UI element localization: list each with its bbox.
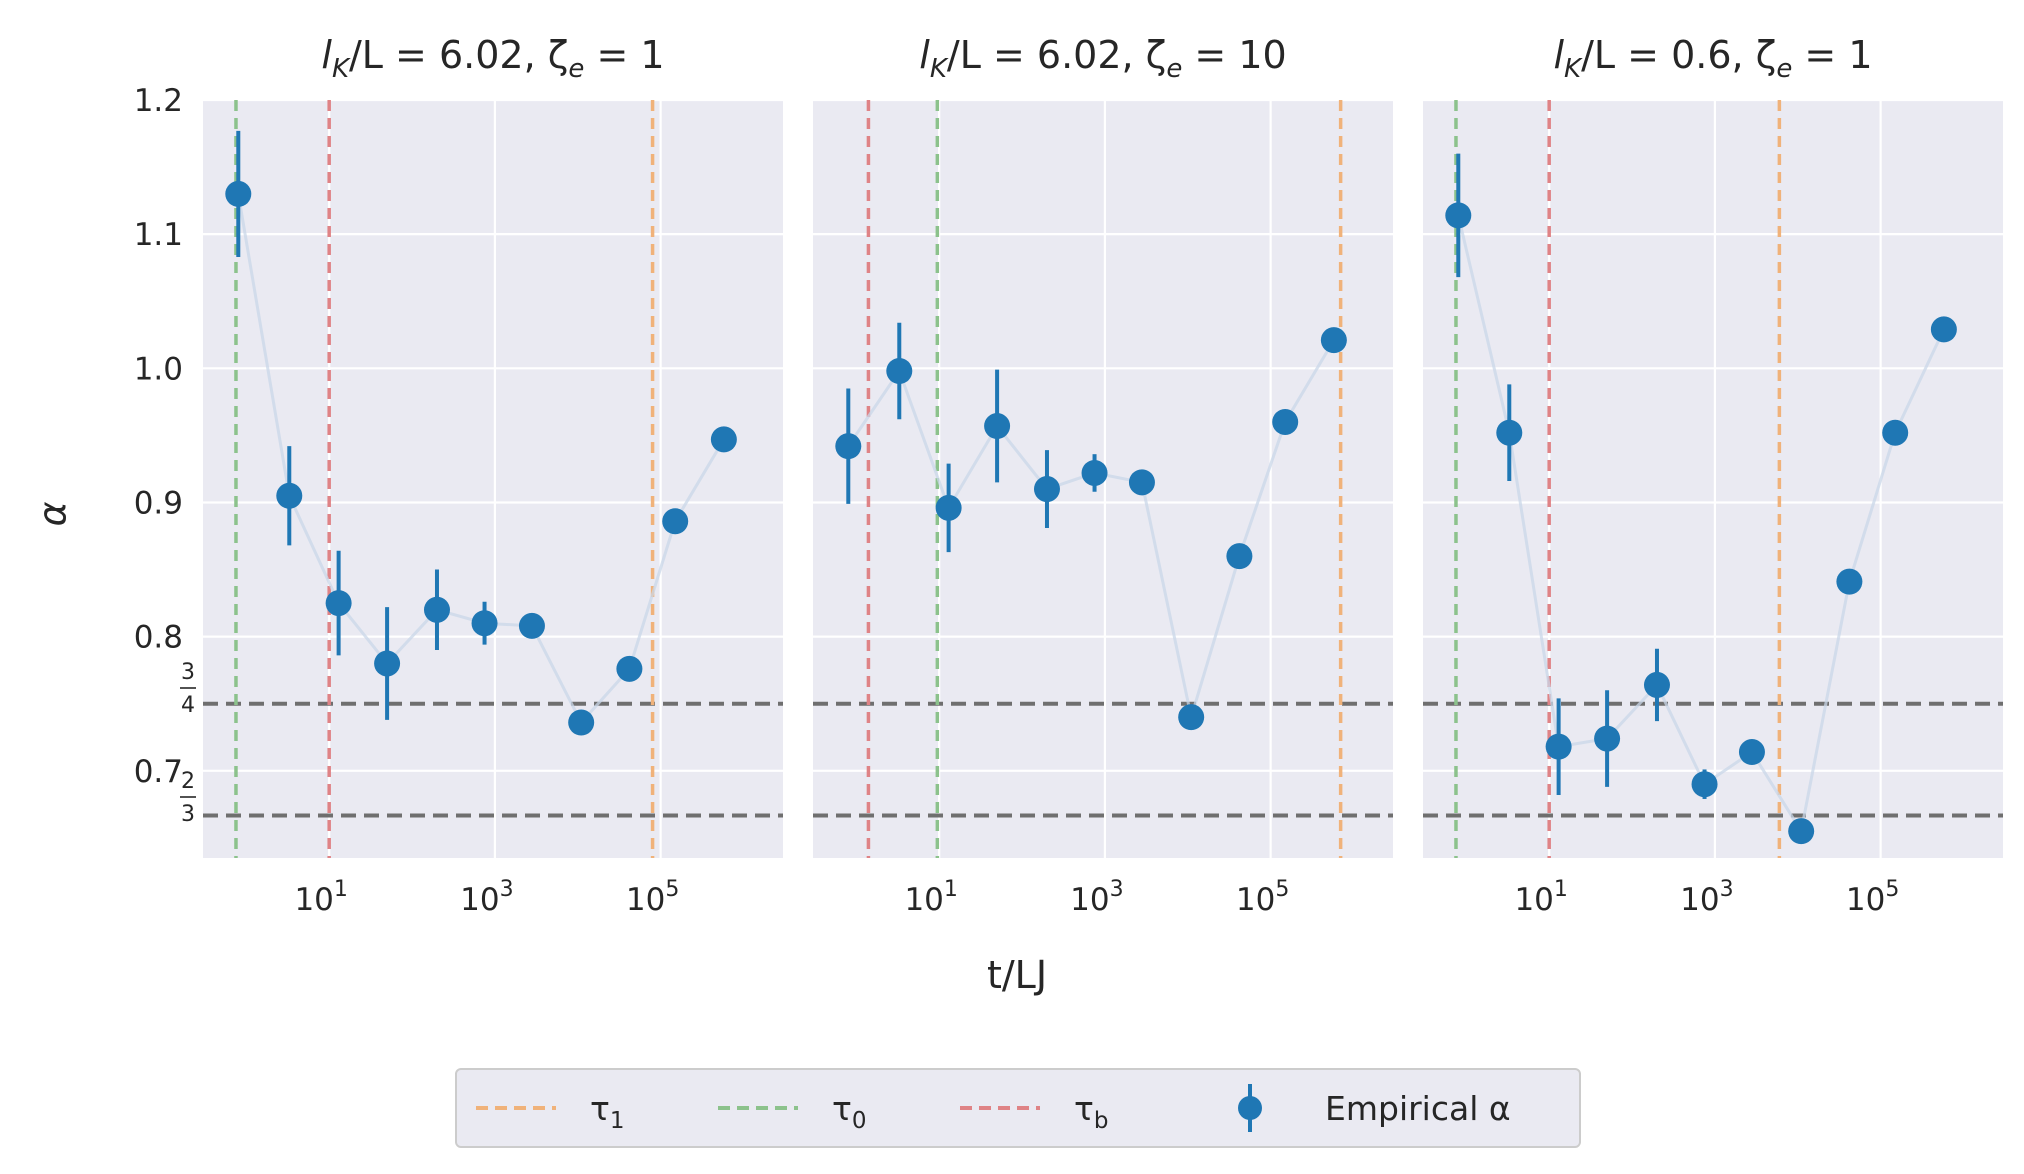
fraction-numerator: 3 [181,660,195,685]
fraction-denominator: 4 [181,693,195,718]
data-point [1738,739,1765,766]
data-point [1272,408,1299,435]
panel-title: lK/L = 0.6, ζe = 1 [1553,33,1872,84]
panel-background [1423,100,2003,858]
data-point [325,590,352,617]
legend-marker-empirical [1238,1096,1262,1120]
x-tick-label: 101 [904,877,957,918]
data-point [568,709,595,736]
x-tick-label: 105 [626,877,679,918]
y-axis-label: α [31,501,75,526]
fraction-label-three-quarters: 3 4 [180,660,196,718]
data-point [1178,704,1205,731]
data-point [1445,202,1472,229]
data-point [1496,419,1523,446]
fraction-label-two-thirds: 2 3 [180,769,196,827]
y-tick-label: 1.2 [134,83,183,119]
y-tick-label: 0.9 [134,485,183,521]
data-point [616,655,643,682]
y-tick-label: 1.0 [134,351,183,387]
x-tick-label: 101 [1514,877,1567,918]
data-point [1788,818,1815,845]
data-point [1545,733,1572,760]
x-tick-label: 103 [1070,877,1123,918]
legend-label-tau1: τ1 [590,1089,625,1134]
legend-label-tau0: τ0 [832,1089,867,1134]
panel-background [203,100,783,858]
panels: 0.7 0.8 0.9 1.0 1.1 1.2 101 103 105 lK/L = 6.02, … [134,33,2003,918]
data-point [1320,327,1347,354]
data-point [276,482,303,509]
legend-item-tau0: τ0 [718,1089,867,1134]
data-point [471,610,498,637]
data-point [1836,568,1863,595]
data-point [1882,419,1909,446]
x-tick-label: 101 [294,877,347,918]
panel-title: lK/L = 6.02, ζe = 10 [919,33,1286,84]
legend-item-tau1: τ1 [476,1089,625,1134]
legend-label-empirical: Empirical α [1325,1089,1511,1128]
y-tick-label: 0.7 [134,754,183,790]
x-axis-label: t/LJ [987,953,1047,997]
y-tick-label: 0.8 [134,620,183,656]
data-point [1081,459,1108,486]
legend-item-empirical: Empirical α [1238,1084,1511,1132]
data-point [1594,725,1621,752]
data-point [518,612,545,639]
data-point [886,358,913,385]
legend-item-taub: τb [960,1089,1108,1134]
panel-2: 101 103 105 lK/L = 6.02, ζe = 10 [813,33,1393,918]
panel-title: lK/L = 6.02, ζe = 1 [321,33,664,84]
data-point [423,596,450,623]
data-point [1691,771,1718,798]
x-tick-label: 105 [1236,877,1289,918]
panel-1: 0.7 0.8 0.9 1.0 1.1 1.2 101 103 105 lK/L = 6.02, … [134,33,783,918]
y-tick-label: 1.1 [134,217,183,253]
data-point [1033,476,1060,503]
x-tick-label: 105 [1846,877,1899,918]
fraction-denominator: 3 [181,802,195,827]
x-tick-label: 103 [460,877,513,918]
data-point [662,508,689,535]
legend: τ1 τ0 τb Empirical α [455,1068,1581,1148]
fraction-numerator: 2 [181,769,195,794]
data-point [935,494,962,521]
data-point [984,413,1011,440]
data-point [374,650,401,677]
x-tick-label: 103 [1680,877,1733,918]
data-point [1226,543,1253,570]
panel-3: 101 103 105 lK/L = 0.6, ζe = 1 [1423,33,2003,918]
data-point [1643,671,1670,698]
data-point [225,180,252,207]
legend-label-taub: τb [1074,1089,1108,1134]
data-point [1128,469,1155,496]
data-point [1930,316,1957,343]
data-point [710,426,737,453]
data-point [835,433,862,460]
